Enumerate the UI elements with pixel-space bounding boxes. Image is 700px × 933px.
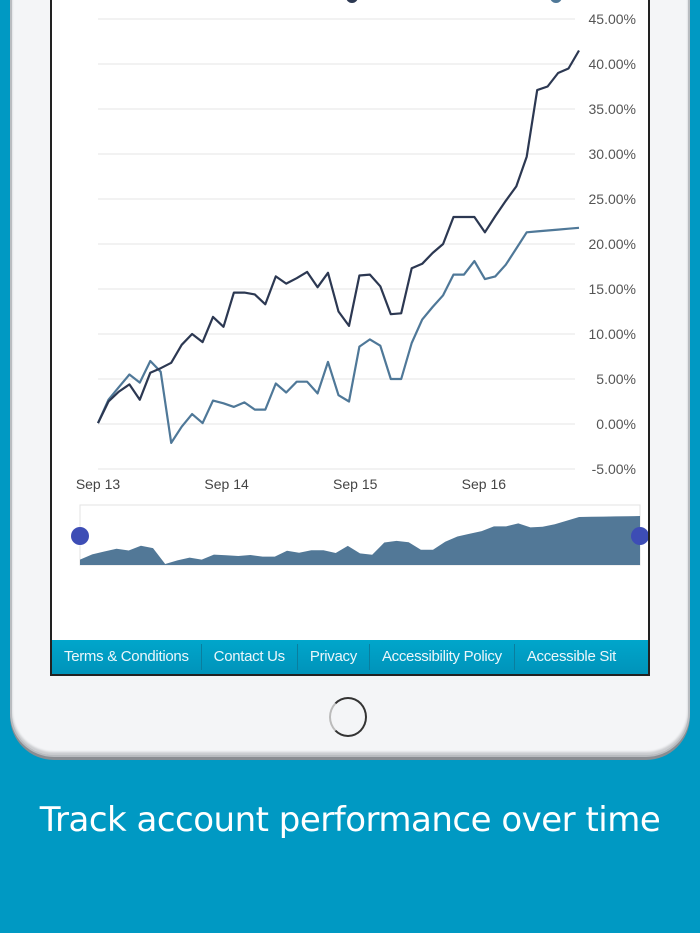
y-tick-label: 25.00%: [589, 191, 636, 207]
y-tick-label: 45.00%: [589, 11, 636, 27]
navigator-area: [80, 516, 640, 565]
series-line-2: [96, 226, 580, 444]
caption: Track account performance over time: [39, 800, 661, 840]
x-tick-label: Sep 16: [462, 476, 507, 492]
y-tick-label: 40.00%: [589, 56, 636, 72]
y-tick-label: 5.00%: [596, 371, 636, 387]
y-tick-label: 35.00%: [589, 101, 636, 117]
legend-marker-2: [550, 0, 562, 3]
footer-link-terms[interactable]: Terms & Conditions: [52, 644, 202, 670]
y-tick-label: 30.00%: [589, 146, 636, 162]
x-tick-label: Sep 14: [204, 476, 249, 492]
footer-link-contact[interactable]: Contact Us: [202, 644, 298, 670]
x-tick-label: Sep 15: [333, 476, 378, 492]
y-tick-label: 15.00%: [589, 281, 636, 297]
y-tick-label: 10.00%: [589, 326, 636, 342]
legend-marker-1: [346, 0, 358, 3]
footer-link-accessibility-policy[interactable]: Accessibility Policy: [370, 644, 515, 670]
navigator-handle-right[interactable]: [631, 527, 648, 545]
home-button[interactable]: [329, 697, 367, 737]
navigator-handle-left[interactable]: [71, 527, 89, 545]
device-screen: 45.00% 40.00% 35.00% 30.00% 25.00% 20.00% 15.0…: [50, 0, 650, 676]
y-tick-label: 20.00%: [589, 236, 636, 252]
footer-link-privacy[interactable]: Privacy: [298, 644, 370, 670]
x-tick-label: Sep 13: [76, 476, 121, 492]
y-tick-label: 0.00%: [596, 416, 636, 432]
footer-nav: Terms & Conditions Contact Us Privacy Ac…: [52, 640, 648, 674]
y-tick-label: -5.00%: [592, 461, 636, 477]
footer-link-accessible-site[interactable]: Accessible Sit: [526, 648, 616, 665]
performance-chart: 45.00% 40.00% 35.00% 30.00% 25.00% 20.00% 15.0…: [71, 0, 648, 566]
series-line-1: [97, 49, 580, 424]
